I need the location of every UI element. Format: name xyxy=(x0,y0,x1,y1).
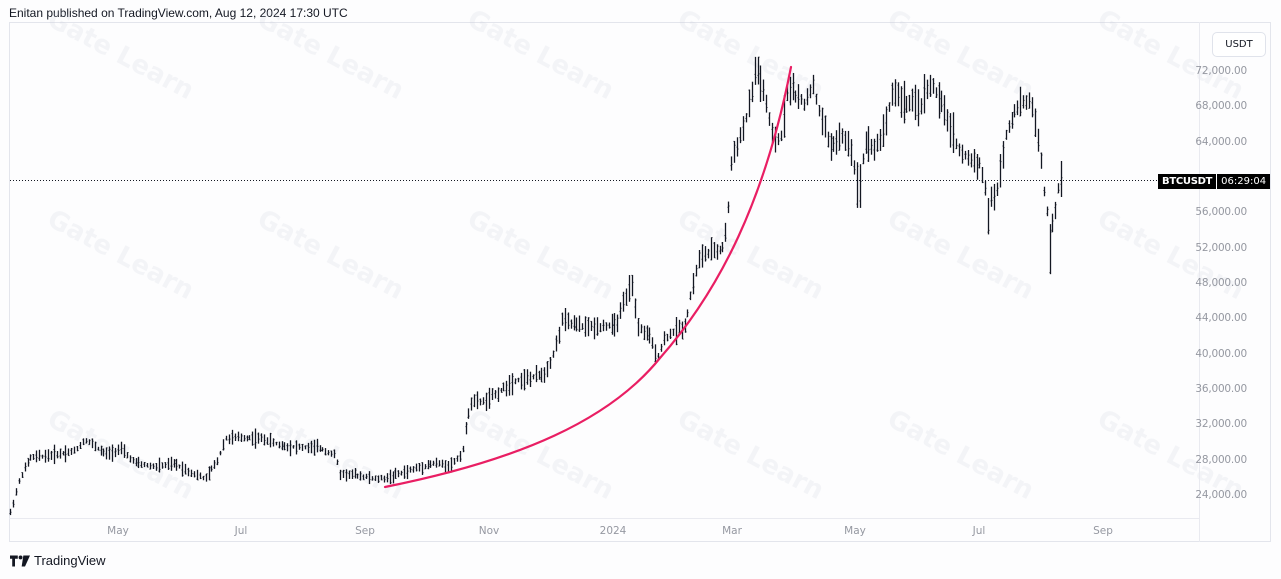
price-axis-divider xyxy=(1199,22,1200,542)
time-axis-label: Mar xyxy=(722,525,742,537)
time-axis-divider xyxy=(9,518,1199,519)
price-axis-label: 56,000.00 xyxy=(1195,206,1247,219)
symbol-label: BTCUSDT xyxy=(1158,174,1217,189)
time-axis-label: Jul xyxy=(234,525,248,537)
brand-name: TradingView xyxy=(34,553,106,568)
time-axis-label: Sep xyxy=(1093,525,1113,537)
time-axis-label: May xyxy=(107,525,129,537)
tradingview-branding[interactable]: TradingView xyxy=(10,553,106,568)
currency-button[interactable]: USDT xyxy=(1212,32,1266,57)
time-axis-label: May xyxy=(844,525,866,537)
price-axis-label: 24,000.00 xyxy=(1195,488,1247,501)
price-axis-label: 40,000.00 xyxy=(1195,347,1247,360)
time-axis-label: 2024 xyxy=(599,525,627,537)
last-price-tag: BTCUSDT 06:29:04 xyxy=(1158,174,1271,189)
time-axis-label: Nov xyxy=(478,525,500,537)
price-axis-label: 72,000.00 xyxy=(1195,65,1247,77)
price-axis-label: 36,000.00 xyxy=(1195,382,1247,395)
chart-frame[interactable] xyxy=(9,22,1271,542)
time-axis-label: Sep xyxy=(355,525,375,537)
parabolic-curve-drawing[interactable] xyxy=(383,65,793,489)
price-axis-label: 28,000.00 xyxy=(1195,453,1247,466)
publish-info: Enitan published on TradingView.com, Aug… xyxy=(9,6,348,20)
ohlc-bars xyxy=(9,56,1063,516)
price-axis-label: 44,000.00 xyxy=(1195,312,1247,325)
price-axis-label: 32,000.00 xyxy=(1195,418,1247,431)
price-axis-label: 68,000.00 xyxy=(1195,100,1247,113)
price-axis-label: 52,000.00 xyxy=(1195,241,1247,254)
time-axis-label: Jul xyxy=(972,525,986,537)
tradingview-logo-icon xyxy=(10,554,30,567)
price-axis-label: 48,000.00 xyxy=(1195,276,1247,289)
price-axis-label: 64,000.00 xyxy=(1195,135,1247,148)
bar-countdown: 06:29:04 xyxy=(1217,174,1271,189)
